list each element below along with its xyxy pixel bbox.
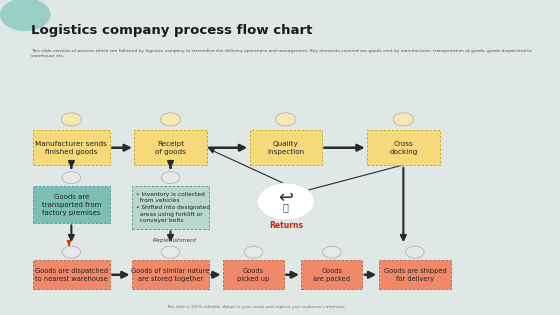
Text: Goods are shipped
for delivery: Goods are shipped for delivery bbox=[384, 268, 446, 282]
Text: Cross
docking: Cross docking bbox=[389, 141, 418, 155]
Circle shape bbox=[276, 113, 296, 126]
Circle shape bbox=[405, 246, 424, 258]
Text: This slide consists of process which can followed by logistics company to stream: This slide consists of process which can… bbox=[31, 49, 532, 58]
FancyBboxPatch shape bbox=[132, 260, 209, 289]
Circle shape bbox=[62, 246, 81, 258]
Text: • Inventory is collected
  from vehicles
• Shifted into designated
  areas using: • Inventory is collected from vehicles •… bbox=[136, 192, 210, 223]
FancyBboxPatch shape bbox=[132, 186, 209, 229]
Text: Receipt
of goods: Receipt of goods bbox=[155, 141, 186, 155]
Circle shape bbox=[61, 113, 82, 126]
FancyBboxPatch shape bbox=[367, 130, 440, 165]
Text: Replenishment: Replenishment bbox=[153, 238, 197, 243]
Circle shape bbox=[160, 113, 181, 126]
Circle shape bbox=[393, 113, 413, 126]
Text: Quality
inspection: Quality inspection bbox=[267, 141, 304, 155]
FancyBboxPatch shape bbox=[250, 130, 322, 165]
Text: ↩: ↩ bbox=[278, 189, 293, 207]
Text: Goods
picked up: Goods picked up bbox=[237, 268, 269, 282]
Circle shape bbox=[257, 183, 314, 220]
FancyBboxPatch shape bbox=[134, 130, 207, 165]
Circle shape bbox=[62, 172, 81, 184]
Text: 🤲: 🤲 bbox=[283, 202, 289, 212]
Circle shape bbox=[323, 246, 341, 258]
Text: Manufacturer sends
finished goods: Manufacturer sends finished goods bbox=[35, 141, 108, 155]
Text: Goods of similar nature
are stored together: Goods of similar nature are stored toget… bbox=[131, 268, 209, 282]
Text: Logistics company process flow chart: Logistics company process flow chart bbox=[31, 24, 312, 37]
Circle shape bbox=[161, 246, 180, 258]
Text: Goods are dispatched
to nearest warehouse: Goods are dispatched to nearest warehous… bbox=[35, 268, 108, 282]
Circle shape bbox=[244, 246, 263, 258]
FancyBboxPatch shape bbox=[379, 260, 451, 289]
Text: Goods
are packed: Goods are packed bbox=[314, 268, 351, 282]
Text: Returns: Returns bbox=[269, 221, 303, 230]
Text: This slide is 100% editable. Adapt to your needs and capture your audience’s att: This slide is 100% editable. Adapt to yo… bbox=[166, 305, 345, 309]
FancyBboxPatch shape bbox=[33, 186, 110, 223]
Circle shape bbox=[161, 172, 180, 184]
FancyBboxPatch shape bbox=[33, 260, 110, 289]
Text: Goods are
transported from
factory premises: Goods are transported from factory premi… bbox=[41, 193, 101, 215]
FancyBboxPatch shape bbox=[223, 260, 284, 289]
FancyBboxPatch shape bbox=[301, 260, 362, 289]
Circle shape bbox=[0, 0, 50, 31]
FancyBboxPatch shape bbox=[33, 130, 110, 165]
